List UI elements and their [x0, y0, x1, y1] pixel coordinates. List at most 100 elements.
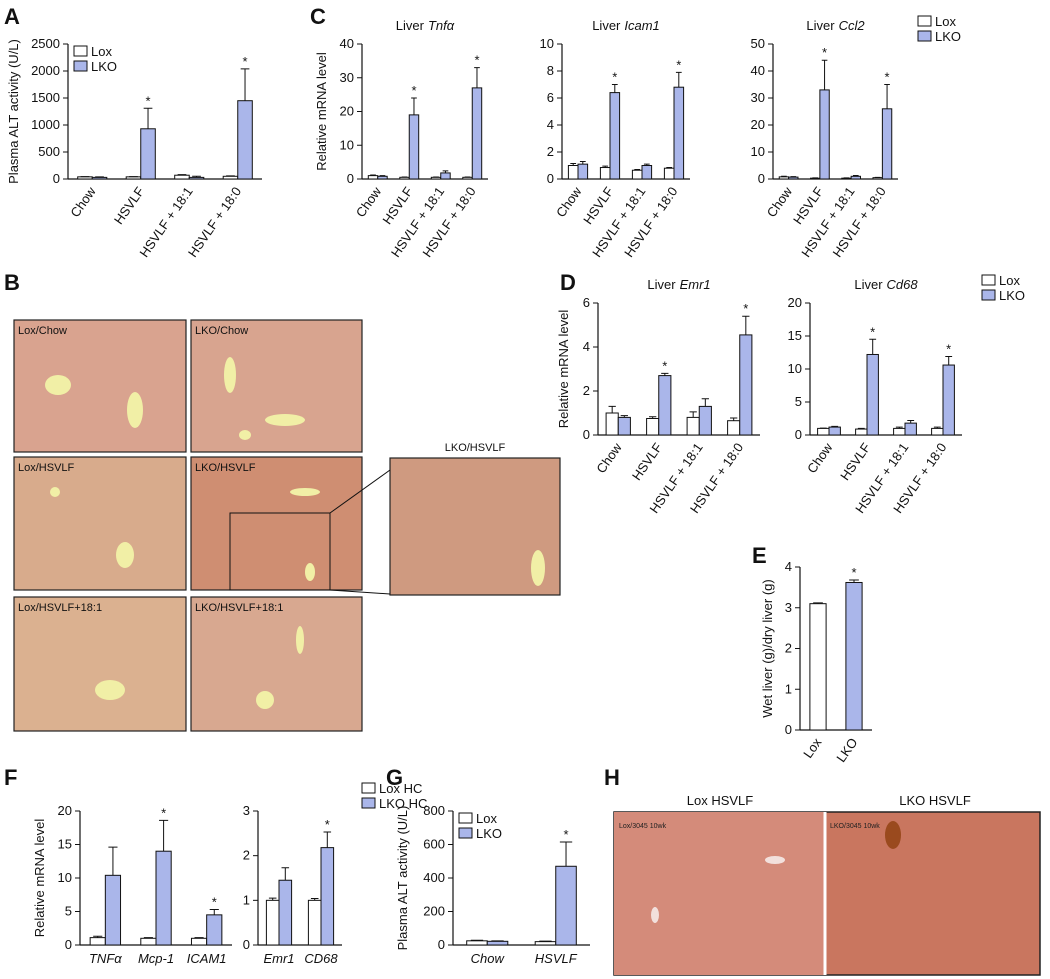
bar-chart: 0 200 400 600 800 Plasma ALT activity (U/L) * C… — [395, 803, 590, 966]
chart-title: Liver Tnfα — [396, 18, 455, 33]
error-bar — [853, 174, 859, 177]
y-tick-label: 0 — [795, 427, 802, 442]
y-tick-label: 2 — [243, 848, 250, 863]
y-tick-label: 30 — [751, 90, 765, 105]
error-bar — [831, 425, 839, 428]
chart-title-text: Liver — [806, 18, 835, 33]
y-tick-label: 10 — [788, 361, 802, 376]
bar — [534, 941, 557, 946]
x-tick-label: CD68 — [304, 951, 338, 966]
y-tick-label: 0 — [758, 171, 765, 186]
micrograph-label: LKO/HSVLF — [445, 442, 506, 454]
chart-title-text: Liver — [592, 18, 621, 33]
bar — [471, 87, 483, 180]
y-tick-label: 600 — [423, 837, 445, 852]
y-tick-label: 0 — [243, 937, 250, 952]
error-bar — [159, 819, 169, 852]
bar — [658, 375, 672, 436]
x-tick-label: LKO — [833, 735, 860, 765]
bar — [320, 847, 335, 946]
error-bar — [675, 71, 682, 88]
significance-marker: * — [743, 301, 748, 316]
x-tick-label: HSVLF — [111, 184, 147, 227]
bar — [778, 176, 790, 180]
legend-swatch — [458, 812, 473, 824]
panel-letter: D — [560, 270, 576, 295]
y-tick-label: 2 — [583, 383, 590, 398]
bar — [881, 108, 893, 180]
chart-title-text: Liver — [396, 18, 425, 33]
y-tick-label: 1500 — [31, 90, 60, 105]
error-bar — [781, 175, 787, 177]
error-bar — [813, 602, 823, 604]
x-tick-label: HSVLF — [837, 440, 873, 483]
bar — [850, 175, 861, 180]
y-tick-label: 3 — [785, 600, 792, 615]
bar — [646, 418, 660, 436]
error-bar — [95, 176, 104, 178]
error-bar — [470, 939, 484, 941]
legend-label: Lox — [999, 273, 1020, 288]
bar — [555, 865, 577, 946]
legend-label: LKO — [999, 288, 1025, 303]
micrograph — [13, 319, 187, 453]
significance-marker: * — [822, 45, 827, 60]
bar — [845, 581, 863, 731]
panel-letter: H — [604, 765, 620, 790]
significance-marker: * — [242, 54, 247, 69]
y-tick-label: 2 — [785, 641, 792, 656]
error-bar — [643, 163, 650, 166]
error-bar — [666, 167, 673, 169]
bar — [617, 416, 631, 436]
error-bar — [474, 67, 480, 88]
significance-marker: * — [161, 805, 166, 820]
y-axis-label: Plasma ALT activity (U/L) — [6, 39, 21, 184]
legend-swatch — [73, 45, 88, 57]
error-bar — [849, 579, 859, 583]
chart-title: Liver Ccl2 — [806, 18, 865, 33]
y-tick-label: 4 — [785, 559, 792, 574]
x-tick-label: ICAM1 — [187, 951, 227, 966]
y-tick-label: 6 — [583, 295, 590, 310]
error-bar — [689, 411, 697, 418]
chart-title-text: Liver — [647, 277, 676, 292]
micrograph — [190, 596, 363, 732]
y-tick-label: 5 — [65, 904, 72, 919]
y-tick-label: 30 — [340, 70, 354, 85]
y-tick-label: 2000 — [31, 63, 60, 78]
error-bar — [895, 426, 903, 429]
y-tick-label: 6 — [547, 90, 554, 105]
error-bar — [857, 427, 865, 430]
bar — [686, 416, 700, 436]
y-axis-label: Relative mRNA level — [32, 819, 47, 938]
legend-swatch — [981, 289, 996, 301]
y-tick-label: 1000 — [31, 117, 60, 132]
error-bar — [370, 174, 376, 176]
significance-marker: * — [474, 53, 479, 68]
error-bar — [730, 417, 738, 421]
y-tick-label: 1 — [785, 681, 792, 696]
y-tick-label: 4 — [547, 117, 554, 132]
bar — [817, 427, 830, 436]
error-bar — [268, 897, 277, 901]
error-bar — [661, 372, 669, 376]
micrograph-grid — [13, 319, 561, 732]
legend-swatch — [361, 797, 376, 809]
legend-label: Lox — [935, 14, 956, 29]
error-bar — [579, 160, 586, 165]
legend-swatch — [458, 827, 473, 839]
bar — [663, 167, 675, 180]
significance-marker: * — [563, 827, 568, 842]
bar — [788, 176, 799, 180]
bar — [866, 353, 879, 436]
bar — [609, 92, 621, 180]
bar — [278, 879, 293, 946]
bar — [466, 940, 488, 946]
error-bar — [143, 107, 153, 129]
x-tick-label: Chow — [764, 184, 796, 220]
y-tick-label: 5 — [795, 394, 802, 409]
bar — [77, 176, 93, 180]
bar — [631, 169, 643, 180]
bar — [237, 100, 253, 180]
bar — [605, 412, 619, 436]
